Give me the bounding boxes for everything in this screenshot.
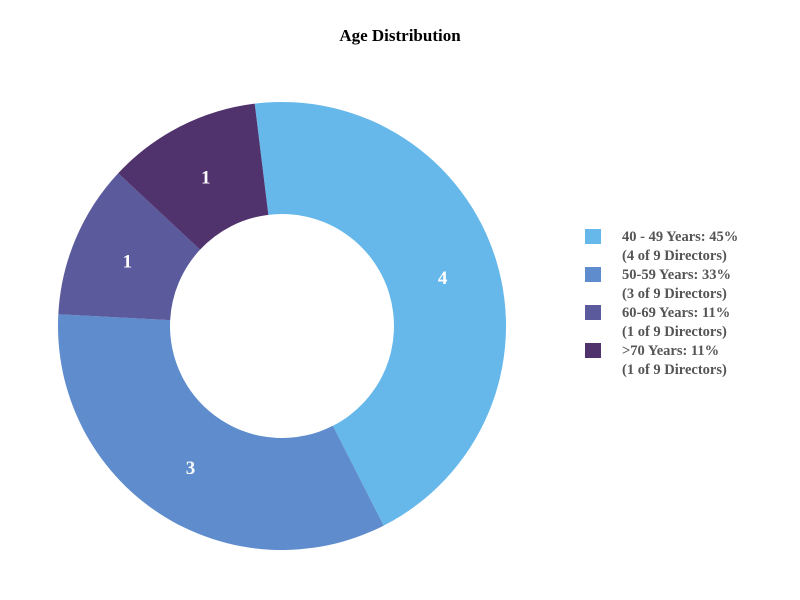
legend-count-60-69: (1 of 9 Directors) (622, 324, 727, 340)
slice-label-60-69: 1 (123, 251, 133, 272)
legend-swatch-50-59 (585, 267, 601, 282)
legend-item-over-70: >70 Years: 11% (1 of 9 Directors) (585, 342, 785, 380)
chart-title: Age Distribution (339, 26, 461, 45)
slice-label-50-59: 3 (186, 458, 196, 479)
slice-40-49 (254, 101, 507, 526)
legend-label-40-49: 40 - 49 Years: 45% (622, 229, 739, 245)
legend-swatch-over-70 (585, 343, 601, 358)
legend-item-50-59: 50-59 Years: 33% (3 of 9 Directors) (585, 266, 785, 304)
slice-50-59 (58, 314, 384, 550)
legend-label-over-70: >70 Years: 11% (622, 343, 720, 359)
legend-count-over-70: (1 of 9 Directors) (622, 362, 727, 378)
slice-over-70 (118, 103, 269, 250)
legend-swatch-60-69 (585, 305, 601, 320)
slice-label-40-49: 4 (438, 268, 448, 289)
legend-label-50-59: 50-59 Years: 33% (622, 267, 731, 283)
legend-item-60-69: 60-69 Years: 11% (1 of 9 Directors) (585, 304, 785, 342)
legend-label-60-69: 60-69 Years: 11% (622, 305, 731, 321)
legend-swatch-40-49 (585, 229, 601, 244)
slice-60-69 (58, 173, 201, 321)
legend: 40 - 49 Years: 45% (4 of 9 Directors) 50… (585, 228, 785, 380)
legend-item-40-49: 40 - 49 Years: 45% (4 of 9 Directors) (585, 228, 785, 266)
slice-label-over-70: 1 (201, 167, 211, 188)
legend-count-40-49: (4 of 9 Directors) (622, 248, 727, 264)
legend-count-50-59: (3 of 9 Directors) (622, 286, 727, 302)
